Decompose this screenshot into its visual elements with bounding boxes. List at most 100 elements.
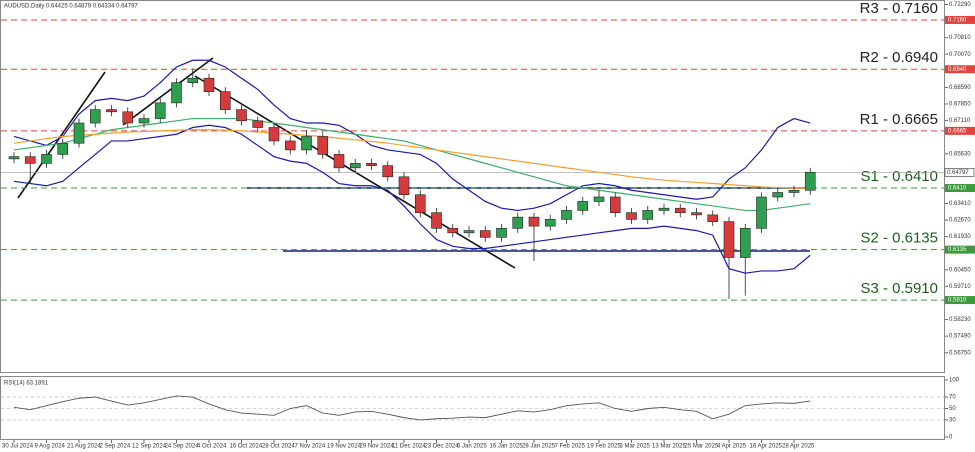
last-price-label: 0.64797	[947, 170, 969, 176]
axis-level-label: 0.7160	[948, 18, 967, 24]
y-tick-label: 30	[949, 417, 956, 423]
level-label: R2 - 0.6940	[860, 49, 938, 66]
candle-body	[203, 77, 215, 92]
indicator-line	[13, 129, 811, 190]
x-tick-label: 7 Feb 2025	[555, 444, 586, 450]
y-tick-label: 0.60450	[949, 267, 971, 273]
candle-body	[89, 109, 101, 124]
level-label: R1 - 0.6665	[860, 111, 938, 128]
axis-level-label: 0.5910	[948, 298, 967, 304]
axis-level-tag	[945, 184, 975, 193]
x-tick-label: 13 Mar 2025	[652, 444, 686, 450]
x-tick-label: 16 Oct 2024	[230, 444, 263, 450]
x-tick-label: 4 Oct 2024	[197, 444, 227, 450]
y-tick-label: 0	[949, 435, 953, 441]
x-tick-label: 29 Nov 2024	[360, 444, 395, 450]
y-tick-label: 50	[949, 406, 956, 412]
candle-body	[252, 120, 264, 128]
candle-body	[723, 221, 735, 258]
price-panel	[0, 0, 945, 373]
x-tick-label: 2 Sep 2024	[100, 444, 131, 450]
candle-body	[691, 212, 702, 216]
x-tick-label: 3 Mar 2025	[620, 444, 651, 450]
candle-body	[788, 189, 800, 193]
candle-body	[24, 156, 36, 164]
candle-body	[561, 210, 572, 220]
candle-body	[528, 216, 540, 227]
y-tick-label: 0.72290	[949, 2, 971, 8]
candle-body	[707, 214, 719, 222]
candle-body	[236, 109, 247, 122]
x-tick-label: 28 Jan 2025	[522, 444, 556, 450]
candle-body	[187, 77, 199, 83]
x-tick-label: 6 Jan 2025	[457, 444, 487, 450]
x-tick-label: 12 Sep 2024	[132, 444, 167, 450]
x-tick-label: 24 Sep 2024	[165, 444, 200, 450]
candle-body	[219, 91, 231, 110]
candle-body	[577, 201, 589, 211]
candle-body	[138, 118, 150, 124]
indicator-line	[13, 117, 811, 212]
x-tick-label: 21 Aug 2024	[67, 444, 101, 450]
candle-body	[658, 207, 670, 211]
level-label: S3 - 0.5910	[860, 280, 938, 297]
y-tick-label: 0.70070	[949, 52, 971, 58]
last-price-tag	[944, 168, 975, 177]
candle-body	[772, 192, 784, 198]
axis-level-label: 0.6940	[948, 67, 967, 73]
candle-body	[804, 172, 816, 191]
y-tick-label: 0.61930	[949, 234, 971, 240]
indicator-line	[13, 59, 811, 212]
candle-body	[154, 102, 166, 119]
indicator-line	[13, 124, 811, 274]
candle-body	[301, 136, 312, 151]
candle-body	[463, 230, 475, 234]
y-tick-label: 0.68590	[949, 85, 971, 91]
x-tick-label: 28 Oct 2024	[262, 444, 295, 450]
candle-body	[431, 212, 442, 229]
level-label: R3 - 0.7160	[860, 0, 938, 17]
candle-body	[739, 228, 751, 258]
candle-body	[626, 212, 637, 220]
candle-body	[496, 228, 507, 238]
chart-title: AUDUSD,Daily 0.64425 0.64879 0.64334 0.6…	[4, 4, 138, 10]
candle-body	[317, 136, 329, 155]
candle-body	[284, 140, 296, 151]
axis-level-label: 0.6410	[948, 186, 967, 192]
level-label: S2 - 0.6135	[860, 230, 938, 247]
y-tick-label: 0.56750	[949, 350, 971, 356]
candle-body	[382, 165, 394, 178]
x-tick-label: 28 Apr 2025	[782, 444, 815, 450]
candle-body	[609, 196, 621, 213]
x-tick-label: 4 Apr 2025	[717, 444, 747, 450]
rsi-panel	[0, 376, 945, 440]
y-tick-label: 0.70810	[949, 35, 971, 41]
x-tick-label: 16 Apr 2025	[750, 444, 783, 450]
rsi-line	[13, 395, 811, 421]
y-tick-label: 0.57490	[949, 334, 971, 340]
candle-body	[41, 154, 52, 164]
x-tick-label: 30 Jul 2024	[2, 444, 34, 450]
x-tick-label: 23 Dec 2024	[425, 444, 460, 450]
candle-body	[268, 127, 280, 142]
x-tick-label: 7 Nov 2024	[295, 444, 326, 450]
candle-body	[447, 228, 459, 234]
y-tick-label: 0.62670	[949, 218, 971, 224]
y-tick-label: 100	[949, 378, 960, 384]
candle-body	[642, 210, 654, 220]
axis-level-tag	[945, 245, 975, 254]
candle-body	[171, 82, 182, 104]
candle-body	[414, 194, 426, 213]
candle-body	[8, 156, 20, 160]
candle-body	[398, 176, 410, 196]
y-tick-label: 70	[949, 395, 956, 401]
x-tick-label: 11 Dec 2024	[392, 444, 426, 450]
candle-body	[333, 154, 345, 169]
y-tick-label: 0.67110	[949, 118, 971, 124]
x-tick-label: 19 Nov 2024	[327, 444, 362, 450]
trendline	[122, 57, 214, 126]
axis-level-tag	[945, 126, 975, 135]
axis-level-tag	[945, 15, 975, 24]
candle-body	[122, 111, 134, 124]
candle-body	[57, 142, 69, 155]
